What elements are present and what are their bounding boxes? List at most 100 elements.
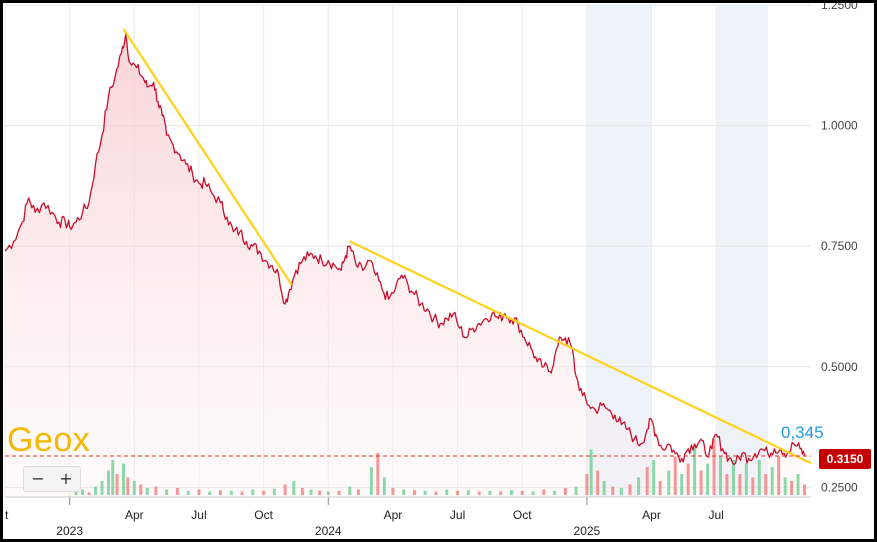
brand-label: Geox: [7, 421, 91, 459]
volume-bar-33: [356, 489, 360, 495]
volume-bar-64: [652, 460, 656, 495]
volume-bar-3: [94, 486, 98, 495]
volume-bar-54: [574, 486, 578, 495]
volume-bar-78: [744, 463, 748, 495]
volume-bar-86: [796, 474, 800, 495]
volume-bar-53: [563, 488, 567, 495]
x-tick-label-1: Apr: [125, 508, 144, 522]
volume-bar-42: [445, 489, 449, 495]
volume-bar-22: [251, 489, 255, 495]
volume-bar-25: [283, 484, 287, 495]
volume-bar-19: [219, 490, 223, 495]
volume-bar-16: [186, 490, 190, 495]
volume-bar-32: [348, 486, 352, 495]
volume-bar-39: [412, 490, 416, 495]
volume-bar-81: [764, 474, 768, 495]
volume-bar-13: [154, 486, 158, 495]
volume-bar-35: [376, 453, 380, 495]
y-tick-label-1: 1.0000: [821, 119, 858, 133]
year-tick-label-2: 2025: [574, 524, 601, 538]
y-tick-label-0: 1.2500: [821, 3, 858, 12]
x-tick-label-5: Jul: [450, 508, 465, 522]
x-tick-label-3: Oct: [254, 508, 273, 522]
volume-bar-74: [718, 456, 722, 495]
volume-bar-43: [456, 490, 460, 495]
trendline-0: [122, 28, 293, 286]
volume-bar-51: [542, 489, 546, 495]
volume-bar-10: [132, 481, 136, 495]
volume-bar-61: [628, 484, 632, 495]
volume-bar-47: [499, 491, 503, 495]
volume-bar-37: [391, 488, 395, 495]
volume-bar-58: [602, 481, 606, 495]
shaded-period-1: [716, 5, 768, 497]
volume-bar-41: [434, 491, 438, 495]
volume-bar-87: [803, 484, 807, 495]
volume-bar-45: [477, 491, 481, 495]
volume-bar-50: [531, 491, 535, 495]
volume-bar-84: [783, 477, 787, 495]
volume-bar-11: [139, 484, 143, 495]
year-tick-label-0: 2023: [56, 524, 83, 538]
volume-bar-67: [673, 456, 677, 495]
trendline-1: [349, 240, 812, 465]
price-line: [4, 33, 806, 466]
volume-bar-63: [645, 467, 649, 495]
y-tick-label-2: 0.7500: [821, 239, 858, 253]
volume-bar-60: [619, 488, 623, 495]
volume-bar-8: [122, 463, 126, 495]
volume-bar-79: [751, 477, 755, 495]
volume-bar-55: [585, 474, 589, 495]
volume-bar-15: [175, 488, 179, 495]
volume-bar-66: [667, 470, 671, 495]
volume-bar-14: [165, 489, 169, 495]
volume-bar-28: [309, 489, 313, 495]
year-tick-label-1: 2024: [315, 524, 342, 538]
zoom-in-button[interactable]: +: [59, 469, 73, 488]
volume-bar-82: [770, 467, 774, 495]
volume-bar-30: [326, 491, 330, 495]
volume-bar-29: [318, 490, 322, 495]
volume-bar-31: [337, 490, 341, 495]
x-tick-label-6: Oct: [513, 508, 532, 522]
volume-bar-7: [115, 474, 119, 495]
volume-bar-70: [693, 446, 697, 495]
volume-bar-76: [731, 460, 735, 495]
current-price-badge: 0.3150: [819, 449, 871, 469]
volume-bar-59: [611, 486, 615, 495]
x-tick-label-0: t: [5, 508, 9, 522]
y-tick-label-4: 0.2500: [821, 480, 858, 494]
y-tick-label-3: 0.5000: [821, 360, 858, 374]
volume-bar-27: [300, 488, 304, 495]
x-tick-label-2: Jul: [191, 508, 206, 522]
price-chart: 1.2500 1.0000 0.7500 0.5000 0.2500 t Apr Jul Oct…: [4, 3, 858, 538]
volume-bar-83: [777, 456, 781, 495]
volume-bar-44: [466, 490, 470, 495]
volume-bar-2: [87, 492, 91, 495]
volume-bar-23: [262, 490, 266, 495]
volume-bar-34: [369, 467, 373, 495]
volume-bar-65: [658, 481, 662, 495]
volume-bar-18: [208, 491, 212, 495]
volume-bar-4: [100, 481, 104, 495]
x-tick-label-4: Apr: [384, 508, 403, 522]
volume-bar-12: [145, 488, 149, 495]
volume-bar-38: [402, 489, 406, 495]
volume-bar-9: [126, 477, 130, 495]
zoom-out-button[interactable]: −: [31, 469, 45, 488]
volume-bar-0: [74, 491, 78, 495]
volume-bar-72: [706, 463, 710, 495]
volume-bar-6: [111, 460, 115, 495]
x-tick-label-7: Apr: [642, 508, 661, 522]
volume-bar-77: [738, 474, 742, 495]
price-area: [5, 33, 805, 498]
volume-bar-49: [520, 490, 524, 495]
volume-bar-48: [509, 490, 513, 495]
volume-bar-85: [790, 481, 794, 495]
volume-bar-20: [229, 490, 233, 495]
volume-bar-56: [589, 449, 593, 495]
volume-bar-40: [423, 490, 427, 495]
zoom-controls: − +: [23, 466, 81, 492]
volume-bar-36: [382, 477, 386, 495]
